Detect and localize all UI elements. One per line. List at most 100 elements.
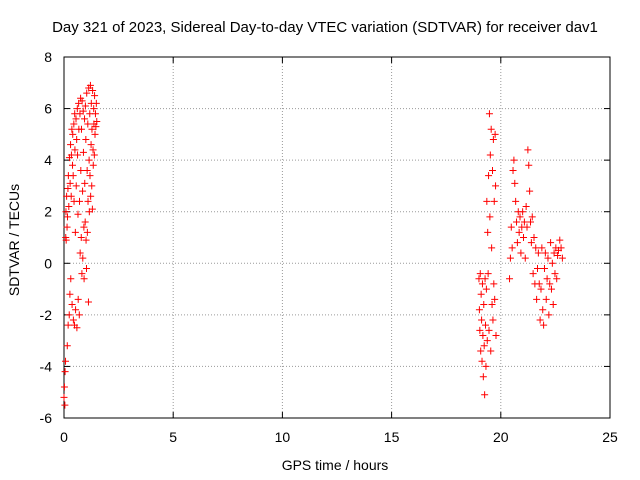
data-point: [485, 172, 493, 180]
data-point: [71, 146, 79, 154]
x-tick-label: 15: [384, 429, 400, 445]
data-point: [65, 311, 73, 319]
data-point: [89, 146, 97, 154]
data-point: [479, 331, 487, 339]
y-axis-label: SDTVAR / TECUs: [6, 184, 22, 296]
data-point: [61, 368, 69, 376]
data-point: [63, 213, 71, 221]
data-point: [487, 347, 495, 355]
data-point: [485, 326, 493, 334]
data-point: [78, 97, 86, 105]
chart-title: Day 321 of 2023, Sidereal Day-to-day VTE…: [52, 19, 598, 36]
data-point: [79, 254, 87, 262]
data-point: [81, 115, 89, 123]
data-point: [537, 285, 545, 293]
data-point: [506, 254, 514, 262]
data-point: [524, 146, 532, 154]
x-tick-label: 0: [60, 429, 68, 445]
y-tick-label: 6: [44, 101, 52, 117]
data-point: [538, 244, 546, 252]
data-point: [544, 254, 552, 262]
data-point: [84, 197, 92, 205]
data-point: [76, 197, 84, 205]
data-point: [530, 234, 538, 241]
data-point: [484, 270, 492, 278]
data-point: [477, 347, 485, 355]
data-point: [73, 136, 81, 144]
data-point: [546, 280, 554, 288]
data-point: [62, 236, 70, 244]
data-point: [488, 244, 496, 252]
data-point: [84, 298, 92, 306]
y-tick-label: 2: [44, 204, 52, 220]
data-point: [91, 130, 99, 138]
data-point: [74, 151, 82, 159]
data-point: [556, 236, 564, 244]
data-point: [479, 373, 487, 381]
data-point: [66, 290, 74, 298]
data-point: [512, 197, 520, 205]
y-tick-label: 0: [44, 255, 52, 271]
data-point: [89, 87, 97, 95]
data-point: [482, 362, 490, 370]
data-point: [476, 270, 484, 278]
y-tick-label: -4: [40, 358, 53, 374]
data-point: [88, 125, 96, 133]
data-point: [72, 306, 80, 314]
data-point: [79, 148, 87, 156]
data-point: [539, 306, 547, 314]
data-point: [62, 357, 70, 365]
data-point: [513, 218, 521, 226]
data-point: [521, 254, 529, 262]
data-point: [547, 239, 555, 247]
data-point: [481, 275, 489, 283]
data-point: [486, 151, 494, 159]
data-point: [69, 316, 77, 324]
data-point: [60, 393, 68, 401]
data-point: [547, 285, 555, 293]
data-point: [68, 125, 76, 133]
data-point: [492, 182, 500, 190]
data-point: [62, 208, 70, 216]
data-point: [520, 218, 528, 226]
data-point: [66, 179, 74, 187]
data-point: [486, 213, 494, 221]
data-point: [483, 337, 491, 345]
data-point: [511, 179, 519, 187]
data-point: [72, 182, 80, 190]
data-point: [77, 234, 85, 241]
data-point: [535, 280, 543, 288]
data-point: [93, 117, 101, 125]
x-tick-label: 25: [602, 429, 618, 445]
data-point: [78, 270, 86, 278]
data-point: [65, 203, 73, 211]
data-point: [69, 161, 77, 169]
data-point: [84, 120, 92, 128]
data-point: [523, 223, 531, 231]
data-point: [80, 223, 88, 231]
data-point: [63, 342, 71, 350]
data-point: [525, 161, 533, 169]
data-point: [475, 275, 483, 283]
data-point: [526, 187, 534, 195]
data-point: [485, 110, 493, 118]
data-point: [60, 383, 68, 391]
data-point: [528, 213, 536, 221]
data-point: [534, 249, 542, 257]
data-point: [90, 105, 98, 113]
data-point: [82, 264, 90, 272]
data-point: [86, 172, 94, 180]
y-tick-label: 4: [44, 152, 52, 168]
data-point: [476, 326, 484, 334]
data-point: [91, 110, 99, 118]
data-point: [79, 107, 87, 115]
data-point: [90, 151, 98, 159]
data-point: [81, 179, 89, 187]
data-point: [549, 301, 557, 309]
data-point: [70, 120, 78, 128]
grid-lines: [64, 57, 610, 418]
data-point: [487, 125, 495, 133]
data-point: [536, 316, 544, 324]
